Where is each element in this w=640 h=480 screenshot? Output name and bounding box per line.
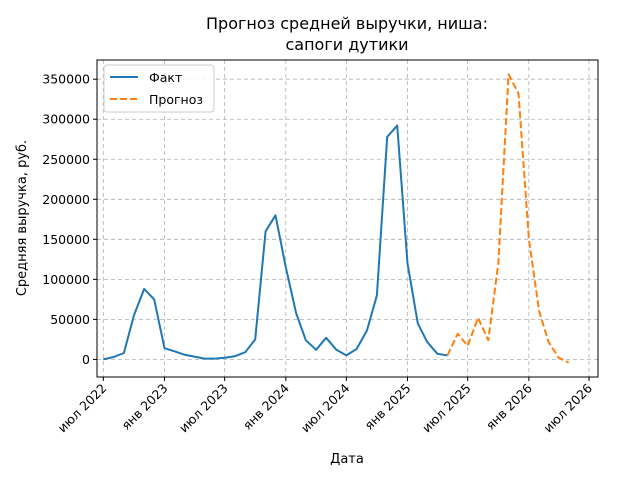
y-tick-label: 150000 <box>42 232 90 247</box>
series-line-forecast <box>446 73 570 364</box>
y-axis-label: Средняя выручка, руб. <box>15 140 30 296</box>
y-tick-label: 350000 <box>42 72 90 87</box>
y-tick-label: 250000 <box>42 152 90 167</box>
grid-lines <box>97 60 598 377</box>
legend-label-fact: Факт <box>149 70 182 85</box>
legend-label-forecast: Прогноз <box>149 92 203 107</box>
y-tick-label: 100000 <box>42 272 90 287</box>
y-tick-label: 0 <box>82 352 90 367</box>
legend: Факт Прогноз <box>103 64 215 113</box>
y-tick-label: 300000 <box>42 112 90 127</box>
x-axis-label: Дата <box>330 452 364 467</box>
chart-title-line-2: сапоги дутики <box>285 35 408 54</box>
y-tick-label: 200000 <box>42 192 90 207</box>
y-axis: 0 50000 100000 150000 200000 250000 300000 3500… <box>42 72 97 367</box>
y-tick-label: 50000 <box>50 312 90 327</box>
plot-frame <box>96 59 599 378</box>
chart-title-line-1: Прогноз средней выручки, ниша: <box>206 14 488 33</box>
series-line-fact <box>103 124 448 361</box>
series-lines <box>103 73 570 364</box>
